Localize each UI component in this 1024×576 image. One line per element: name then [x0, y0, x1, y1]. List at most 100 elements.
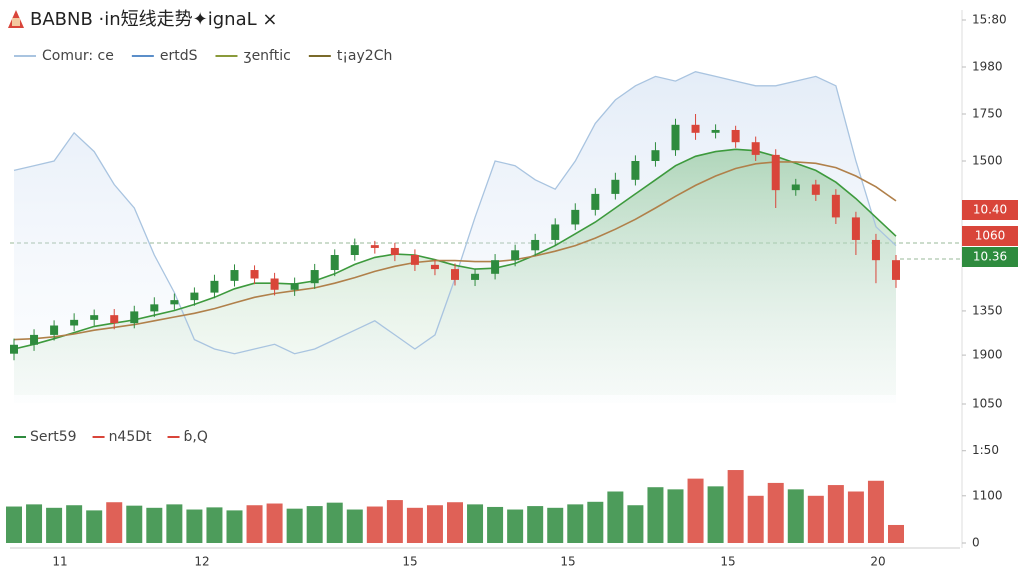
volume-bar [527, 506, 544, 543]
volume-bar [687, 478, 704, 543]
volume-bar [346, 509, 363, 543]
candle-body [791, 184, 800, 191]
volume-bar [667, 489, 684, 543]
volume-bar [246, 505, 263, 543]
candle-body [210, 280, 219, 293]
volume-bar [807, 495, 824, 543]
price-tag-label: 1060 [975, 229, 1006, 243]
candle-body [551, 224, 560, 240]
volume-bar [607, 491, 624, 543]
x-tick-label: 12 [194, 555, 209, 569]
price-tag-label: 10.40 [973, 203, 1007, 217]
volume-bar [587, 501, 604, 543]
x-tick-label: 15 [560, 555, 575, 569]
candle-body [250, 270, 259, 279]
candle-body [491, 260, 500, 274]
price-tag [962, 247, 1018, 267]
candle-body [531, 239, 540, 251]
candle-body [731, 129, 740, 143]
volume-tick-label: 0 [972, 536, 980, 550]
candle-body [70, 319, 79, 326]
x-tick-label: 15 [720, 555, 735, 569]
candle-body [170, 300, 179, 305]
volume-bar [867, 480, 884, 543]
candle-body [471, 273, 480, 280]
candle-body [811, 184, 820, 195]
candle-body [651, 150, 660, 161]
candle-body [130, 311, 139, 324]
volume-bar [426, 505, 443, 543]
candle-body [310, 270, 319, 284]
y-tick-label: 1980 [972, 60, 1003, 74]
candle-body [330, 255, 339, 271]
volume-bar [747, 495, 764, 543]
volume-bar [306, 506, 323, 543]
x-tick-label: 15 [402, 555, 417, 569]
volume-bar [366, 506, 383, 543]
candle-body [511, 250, 520, 261]
x-tick-label: 11 [52, 555, 67, 569]
candle-body [591, 193, 600, 210]
volume-bar [647, 487, 664, 543]
candle-body [90, 315, 99, 320]
candle-body [290, 283, 299, 290]
legend-label: Comur: ce [42, 48, 114, 64]
volume-bar [888, 524, 904, 543]
candle-body [410, 255, 419, 265]
volume-bar [326, 502, 343, 543]
candle-body [751, 142, 760, 155]
candle-body [711, 129, 720, 133]
candle-body [230, 270, 239, 281]
candle-body [10, 344, 18, 354]
candle-body [611, 179, 620, 194]
candle-body [851, 217, 860, 240]
volume-bar [406, 507, 423, 543]
candle-body [370, 245, 379, 248]
volume-bar [286, 508, 303, 543]
price-tag [962, 226, 1018, 246]
price-tag [962, 200, 1018, 220]
candle-body [110, 315, 119, 324]
candle-body [631, 161, 640, 180]
volume-bar [166, 504, 183, 543]
y-tick-label: 1050 [972, 396, 1003, 410]
volume-bar [467, 504, 484, 543]
candle-body [671, 124, 680, 151]
volume-bar [46, 507, 63, 543]
volume-bar [106, 502, 123, 543]
candle-body [831, 194, 840, 218]
volume-bar [567, 504, 584, 543]
legend-label: ʒenftic [243, 48, 290, 64]
volume-bar [787, 489, 804, 543]
candle-body [571, 209, 580, 225]
volume-bar [547, 507, 564, 543]
legend-label: Sert59 [30, 429, 77, 445]
volume-bar [727, 470, 744, 543]
legend-label: ɓ,Q [184, 429, 208, 445]
volume-bar [447, 502, 463, 543]
volume-bar [186, 509, 203, 543]
legend-label: n45Dt [109, 429, 152, 445]
candle-body [150, 304, 159, 312]
volume-bar [126, 505, 143, 543]
y-tick-label: 1500 [972, 154, 1003, 168]
y-tick-label: 1350 [972, 303, 1003, 317]
volume-bar [6, 506, 22, 543]
y-tick-label: 1750 [972, 107, 1003, 121]
volume-bar [627, 505, 644, 543]
volume-bar [767, 482, 784, 543]
candle-body [892, 260, 900, 280]
legend-label: ertdS [160, 48, 198, 64]
candle-body [691, 124, 700, 133]
price-tag-label: 10.36 [973, 250, 1007, 264]
candle-body [30, 334, 39, 345]
series-line [13, 161, 897, 341]
candle-body [350, 245, 359, 255]
candle-body [871, 239, 880, 261]
y-tick-label: 15:80 [972, 13, 1007, 27]
volume-bar [386, 500, 403, 543]
volume-bar [507, 509, 524, 543]
volume-bar [707, 486, 724, 543]
chart-title: BABNB ·in短线走势✦ignaL × [30, 9, 277, 30]
